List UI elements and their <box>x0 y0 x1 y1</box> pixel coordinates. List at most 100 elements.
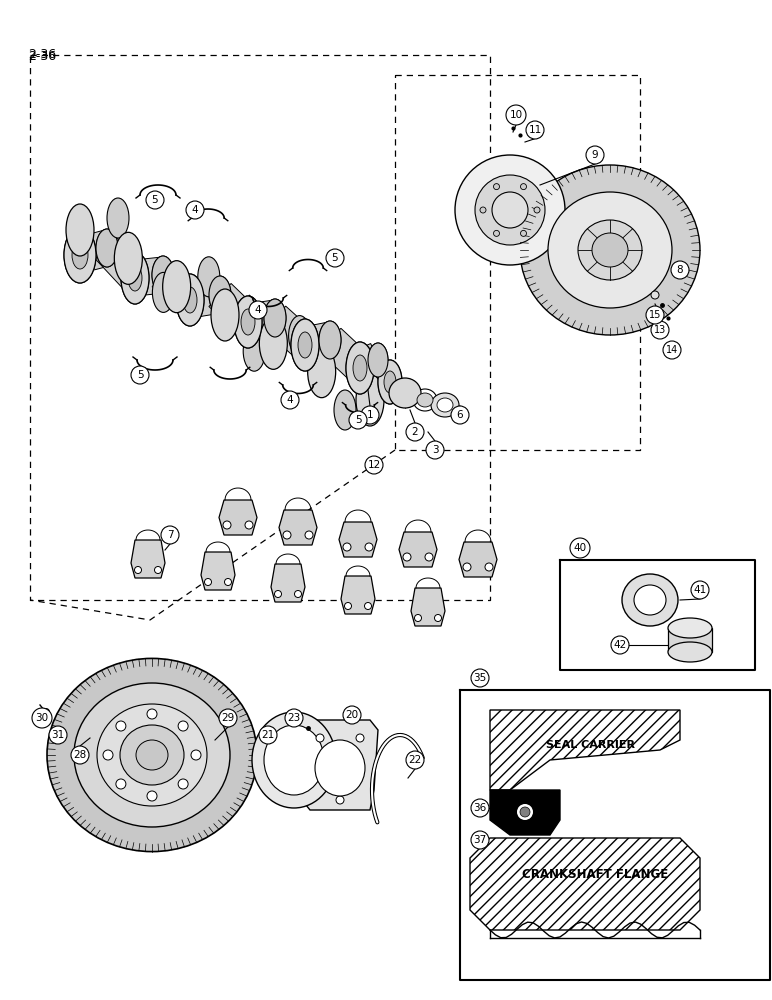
Circle shape <box>146 191 164 209</box>
Circle shape <box>534 207 540 213</box>
Text: 40: 40 <box>574 543 587 553</box>
Circle shape <box>570 538 590 558</box>
Circle shape <box>651 291 659 299</box>
Ellipse shape <box>378 360 402 404</box>
Circle shape <box>493 230 499 236</box>
Circle shape <box>517 804 533 820</box>
Ellipse shape <box>368 343 388 377</box>
Ellipse shape <box>259 317 287 369</box>
Ellipse shape <box>234 296 262 348</box>
Ellipse shape <box>264 299 286 337</box>
Circle shape <box>116 779 126 789</box>
Ellipse shape <box>289 316 310 356</box>
Circle shape <box>671 261 689 279</box>
Ellipse shape <box>120 725 184 785</box>
Ellipse shape <box>97 704 207 806</box>
Text: SEAL CARRIER: SEAL CARRIER <box>546 740 635 750</box>
Circle shape <box>364 602 371 609</box>
Circle shape <box>485 563 493 571</box>
Text: 31: 31 <box>52 730 65 740</box>
Circle shape <box>42 708 49 716</box>
Circle shape <box>349 411 367 429</box>
Circle shape <box>134 566 141 574</box>
Ellipse shape <box>96 229 118 267</box>
Circle shape <box>326 249 344 267</box>
Circle shape <box>205 578 212 585</box>
Circle shape <box>316 734 324 742</box>
Ellipse shape <box>668 618 712 638</box>
Circle shape <box>178 721 188 731</box>
Circle shape <box>480 207 486 213</box>
Text: 8: 8 <box>677 265 683 275</box>
Circle shape <box>103 750 113 760</box>
Ellipse shape <box>136 740 168 770</box>
Ellipse shape <box>668 642 712 662</box>
Ellipse shape <box>368 343 388 377</box>
Ellipse shape <box>353 355 367 381</box>
Circle shape <box>285 709 303 727</box>
Polygon shape <box>411 588 445 626</box>
Ellipse shape <box>264 725 324 795</box>
Circle shape <box>131 366 149 384</box>
Text: CRANKSHAFT FLANGE: CRANKSHAFT FLANGE <box>522 868 668 882</box>
Text: 9: 9 <box>591 150 598 160</box>
Circle shape <box>281 391 299 409</box>
Ellipse shape <box>209 276 231 314</box>
Text: 11: 11 <box>528 125 542 135</box>
Polygon shape <box>187 277 223 318</box>
Polygon shape <box>271 564 305 602</box>
Polygon shape <box>152 263 201 312</box>
Circle shape <box>186 201 204 219</box>
Polygon shape <box>95 237 147 289</box>
Text: 15: 15 <box>648 310 661 320</box>
Polygon shape <box>76 231 111 272</box>
Ellipse shape <box>198 257 220 297</box>
Circle shape <box>471 669 489 687</box>
Polygon shape <box>219 500 257 535</box>
Ellipse shape <box>74 683 230 827</box>
Ellipse shape <box>346 342 374 394</box>
Circle shape <box>425 553 433 561</box>
Text: 41: 41 <box>693 585 706 595</box>
Ellipse shape <box>66 204 94 256</box>
Circle shape <box>426 441 444 459</box>
Text: 14: 14 <box>666 345 678 355</box>
Text: 5: 5 <box>332 253 338 263</box>
Ellipse shape <box>121 252 149 304</box>
Ellipse shape <box>264 299 286 337</box>
Ellipse shape <box>437 398 453 412</box>
Polygon shape <box>339 522 377 557</box>
Circle shape <box>356 734 364 742</box>
Circle shape <box>651 321 669 339</box>
Ellipse shape <box>384 371 396 393</box>
Polygon shape <box>131 540 165 578</box>
Ellipse shape <box>315 740 365 796</box>
Ellipse shape <box>107 198 129 238</box>
Polygon shape <box>399 532 437 567</box>
Circle shape <box>493 184 499 190</box>
Circle shape <box>471 799 489 817</box>
Ellipse shape <box>334 390 356 430</box>
Ellipse shape <box>520 165 700 335</box>
Text: 20: 20 <box>345 710 358 720</box>
Text: 5: 5 <box>151 195 158 205</box>
Polygon shape <box>302 720 378 810</box>
Text: 5: 5 <box>137 370 144 380</box>
Circle shape <box>506 105 526 125</box>
Ellipse shape <box>413 389 437 411</box>
Text: 42: 42 <box>614 640 627 650</box>
Circle shape <box>520 230 527 236</box>
Text: 28: 28 <box>73 750 86 760</box>
Polygon shape <box>490 790 560 835</box>
Circle shape <box>223 521 231 529</box>
Polygon shape <box>133 257 165 296</box>
Circle shape <box>415 614 422 621</box>
Circle shape <box>305 531 313 539</box>
Circle shape <box>154 566 161 574</box>
Circle shape <box>147 791 157 801</box>
Ellipse shape <box>152 256 174 294</box>
Ellipse shape <box>241 309 255 335</box>
Polygon shape <box>245 300 278 340</box>
Ellipse shape <box>291 319 319 371</box>
Ellipse shape <box>298 332 312 358</box>
